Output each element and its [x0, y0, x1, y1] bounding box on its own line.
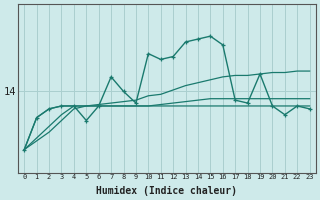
X-axis label: Humidex (Indice chaleur): Humidex (Indice chaleur)	[96, 186, 237, 196]
